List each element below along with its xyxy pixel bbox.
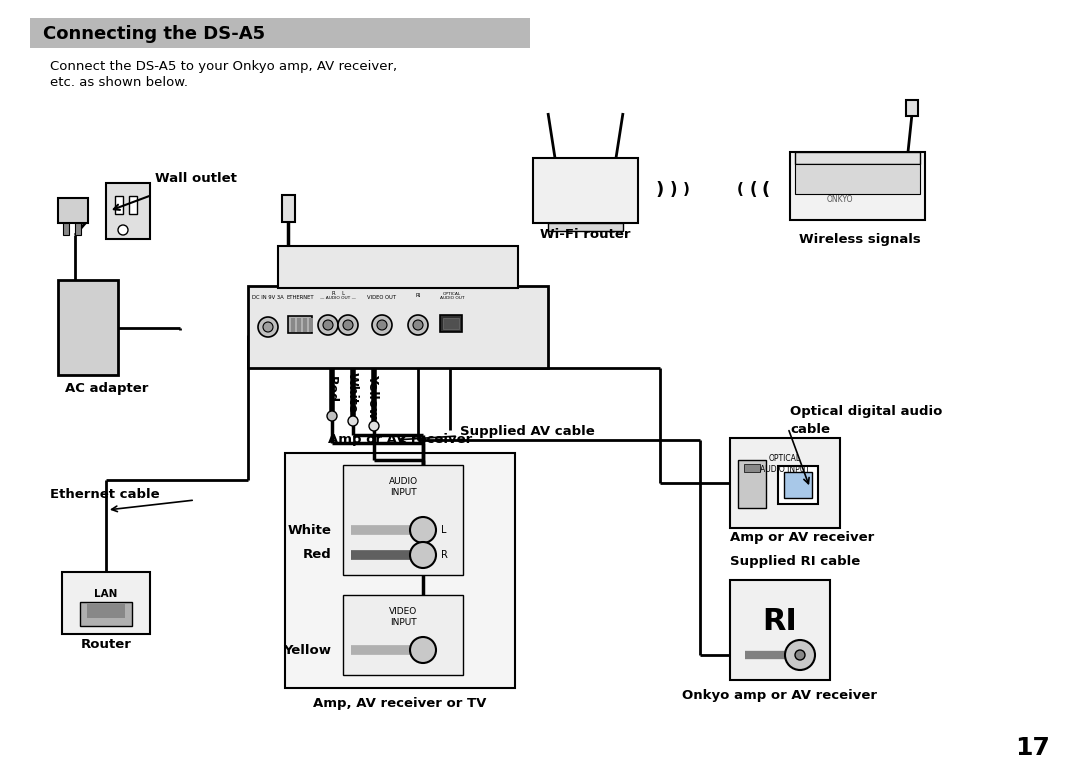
Bar	[285, 453, 515, 688]
Text: — AUDIO OUT —: — AUDIO OUT —	[320, 296, 356, 300]
Bar	[738, 460, 766, 508]
Bar	[343, 465, 463, 575]
Circle shape	[408, 315, 428, 335]
Text: R    L: R L	[332, 291, 345, 296]
Bar	[62, 572, 150, 634]
Bar	[789, 152, 924, 220]
Text: Supplied RI cable: Supplied RI cable	[730, 555, 861, 568]
Bar	[730, 438, 840, 528]
Circle shape	[369, 421, 379, 431]
Bar	[248, 286, 548, 368]
Text: Optical digital audio
cable: Optical digital audio cable	[789, 405, 943, 436]
Text: Connect the DS-A5 to your Onkyo amp, AV receiver,: Connect the DS-A5 to your Onkyo amp, AV …	[50, 60, 397, 73]
Bar	[548, 223, 623, 231]
Text: OPTICAL
AUDIO OUT: OPTICAL AUDIO OUT	[440, 292, 464, 301]
Text: ): )	[683, 183, 689, 197]
Circle shape	[410, 517, 436, 543]
Text: etc. as shown below.: etc. as shown below.	[50, 76, 188, 89]
Bar	[784, 472, 812, 498]
Text: ): )	[670, 181, 677, 199]
Text: VIDEO
INPUT: VIDEO INPUT	[389, 607, 417, 627]
Bar	[778, 466, 818, 504]
Text: R: R	[441, 550, 448, 560]
Circle shape	[348, 416, 357, 426]
Bar	[795, 152, 920, 164]
Circle shape	[264, 322, 273, 332]
Text: (: (	[750, 181, 757, 199]
Bar	[291, 318, 295, 332]
Text: (: (	[761, 181, 770, 199]
Circle shape	[318, 315, 338, 335]
Text: Supplied AV cable: Supplied AV cable	[460, 426, 595, 439]
Bar	[106, 183, 150, 239]
Bar	[440, 315, 462, 332]
Bar	[288, 316, 312, 333]
Text: Amp or AV receiver: Amp or AV receiver	[328, 433, 472, 446]
Text: Red: Red	[324, 377, 337, 403]
Text: AC adapter: AC adapter	[65, 382, 148, 395]
Bar	[58, 198, 87, 223]
Bar	[30, 18, 530, 48]
Circle shape	[343, 320, 353, 330]
Text: ETHERNET: ETHERNET	[286, 295, 314, 300]
Text: Connecting the DS-A5: Connecting the DS-A5	[43, 25, 265, 43]
Circle shape	[377, 320, 387, 330]
Text: White: White	[287, 524, 330, 536]
Bar	[309, 318, 313, 332]
Bar	[534, 158, 638, 223]
Text: 17: 17	[1015, 736, 1050, 760]
Circle shape	[323, 320, 333, 330]
Text: Onkyo amp or AV receiver: Onkyo amp or AV receiver	[683, 689, 877, 702]
Text: ): )	[656, 181, 664, 199]
Bar	[297, 318, 301, 332]
Circle shape	[410, 637, 436, 663]
Bar	[58, 280, 118, 375]
Bar	[343, 595, 463, 675]
Bar	[114, 196, 123, 214]
Circle shape	[413, 320, 423, 330]
Bar	[730, 580, 831, 680]
Circle shape	[338, 315, 357, 335]
Text: DC IN 9V 3A: DC IN 9V 3A	[252, 295, 284, 300]
Text: VIDEO OUT: VIDEO OUT	[367, 295, 396, 300]
Text: Yellow: Yellow	[283, 644, 330, 657]
Text: Red: Red	[302, 548, 330, 561]
Circle shape	[410, 542, 436, 568]
Text: RI: RI	[762, 607, 797, 637]
Text: RI: RI	[416, 293, 420, 298]
Circle shape	[327, 411, 337, 421]
Circle shape	[795, 650, 805, 660]
Circle shape	[258, 317, 278, 337]
Circle shape	[372, 315, 392, 335]
Text: Wi-Fi router: Wi-Fi router	[540, 229, 631, 242]
Text: Router: Router	[81, 637, 132, 650]
Bar	[87, 604, 125, 618]
Text: LAN: LAN	[94, 589, 118, 599]
Text: (: (	[737, 183, 743, 197]
Bar	[278, 246, 518, 288]
Bar	[744, 464, 760, 472]
Bar	[303, 318, 307, 332]
Text: L: L	[441, 525, 446, 535]
Bar	[443, 318, 459, 329]
Circle shape	[118, 225, 129, 235]
Text: Wireless signals: Wireless signals	[799, 233, 921, 246]
Text: Ethernet cable: Ethernet cable	[50, 489, 160, 502]
Bar	[795, 164, 920, 194]
Text: OPTICAL
AUDIO INPUT: OPTICAL AUDIO INPUT	[760, 454, 810, 474]
Bar	[906, 100, 918, 116]
Text: White: White	[346, 373, 359, 413]
Text: Yellow: Yellow	[366, 374, 379, 418]
Bar	[63, 223, 69, 235]
Text: AUDIO
INPUT: AUDIO INPUT	[389, 477, 418, 497]
Circle shape	[785, 640, 815, 670]
Bar	[282, 195, 295, 222]
Bar	[129, 196, 137, 214]
Bar	[80, 602, 132, 626]
Bar	[75, 223, 81, 235]
Text: ONKYO: ONKYO	[827, 196, 853, 205]
Text: Wall outlet: Wall outlet	[156, 172, 237, 185]
Text: Amp, AV receiver or TV: Amp, AV receiver or TV	[313, 697, 487, 710]
Text: Amp or AV receiver: Amp or AV receiver	[730, 532, 874, 545]
